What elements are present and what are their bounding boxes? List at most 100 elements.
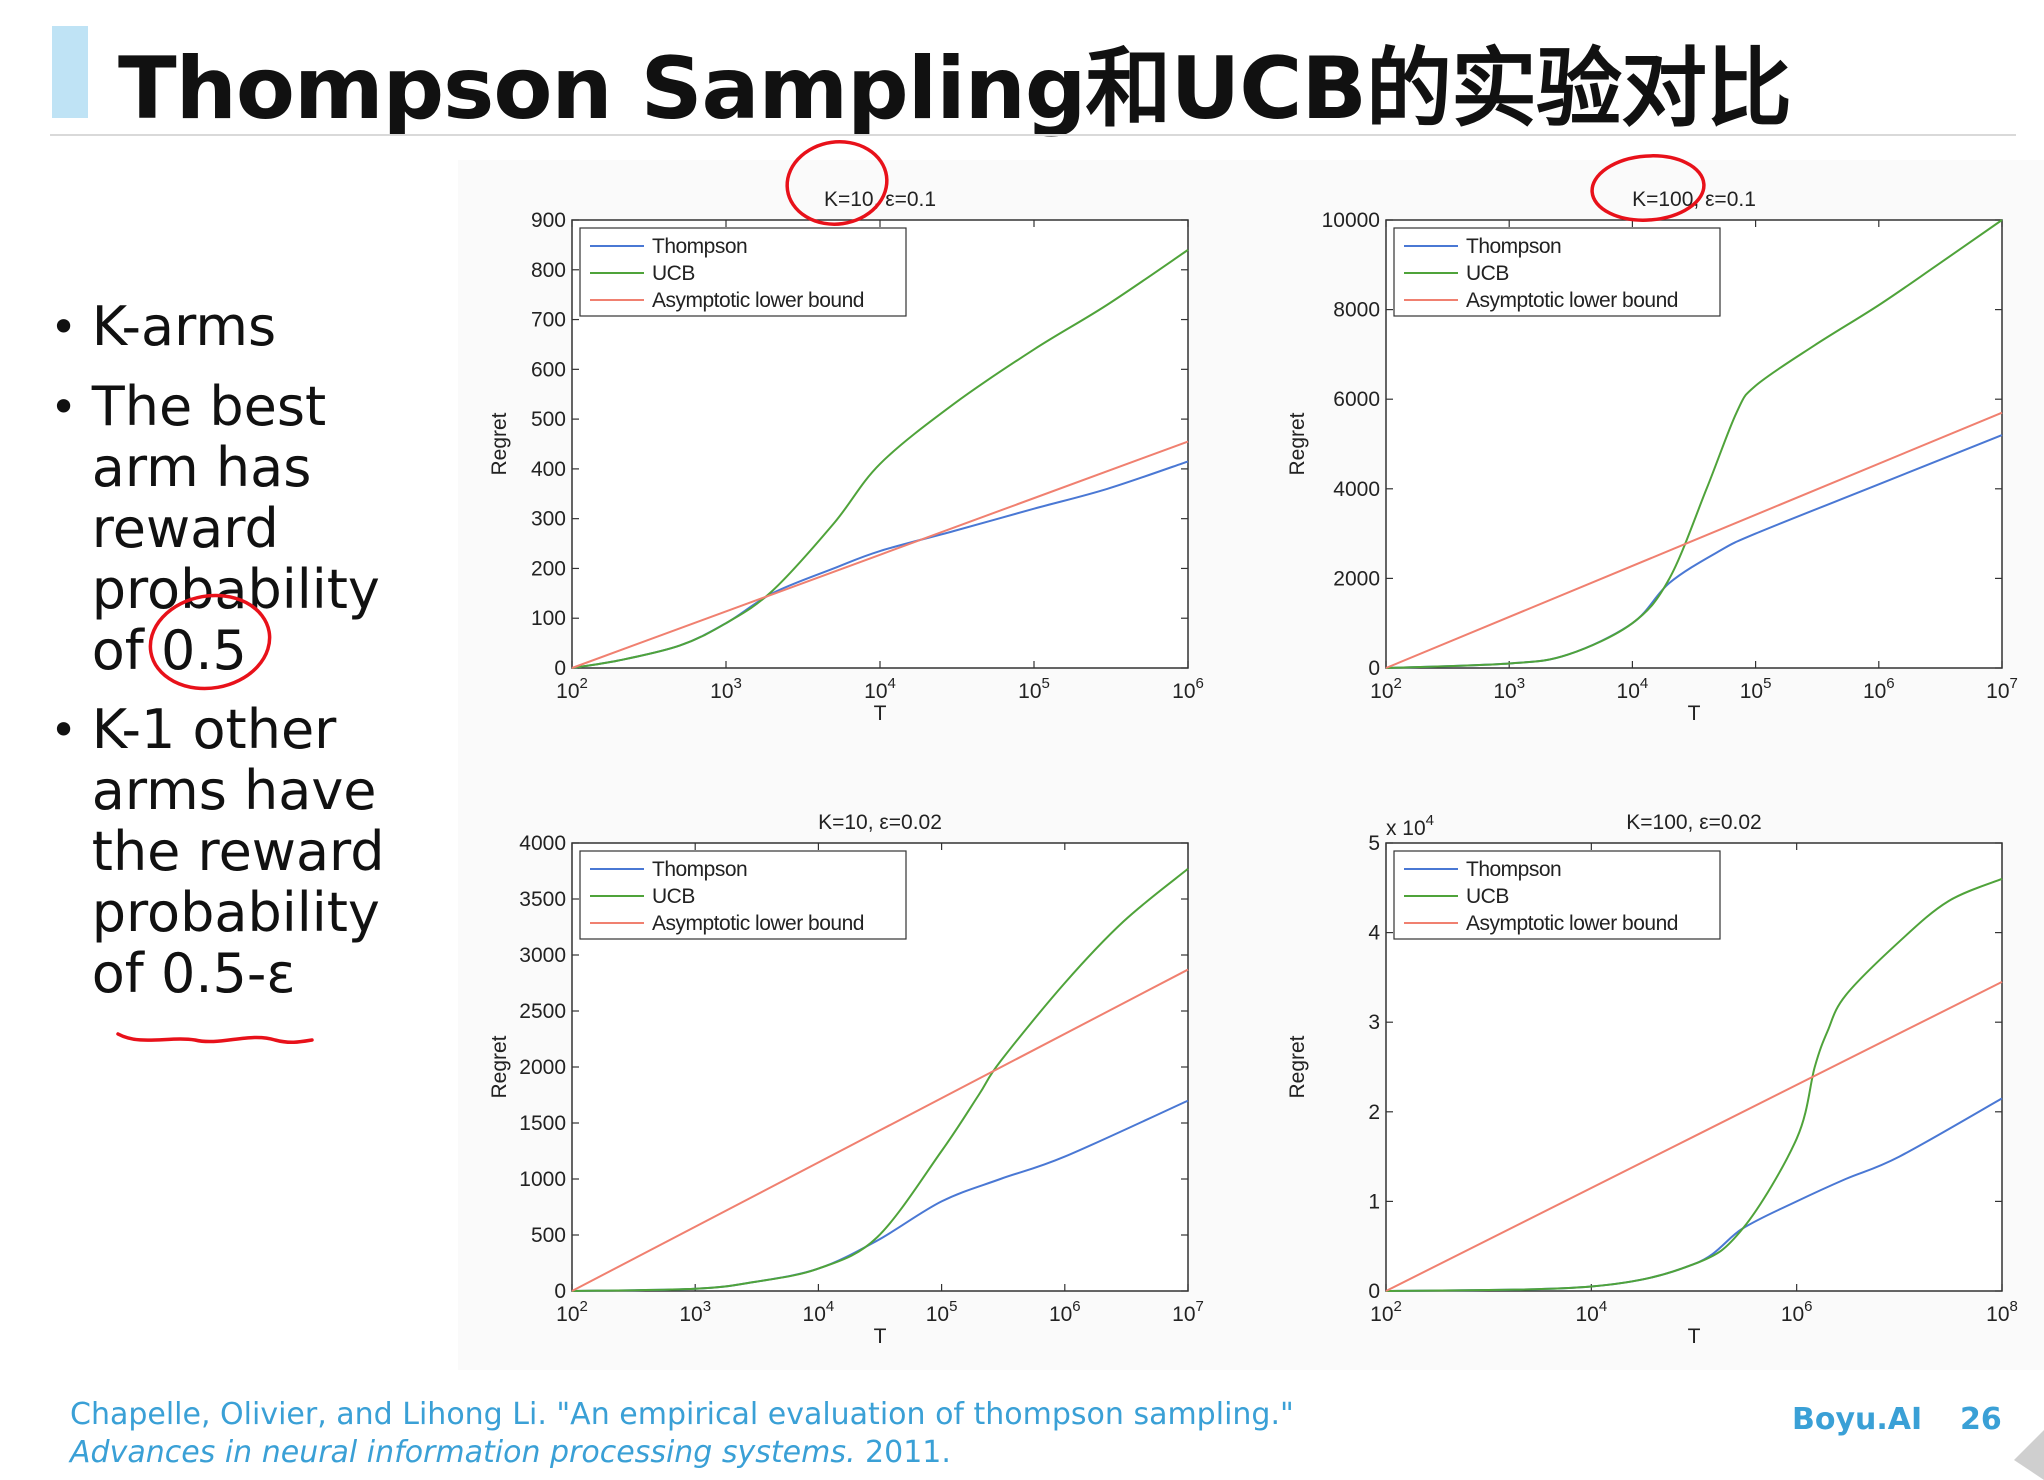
- x-tick-label: 102: [556, 675, 588, 703]
- y-tick-label: 2000: [519, 1056, 566, 1079]
- x-tick-label: 103: [1493, 675, 1525, 703]
- x-tick-label: 106: [1863, 675, 1895, 703]
- legend-label: Thompson: [652, 858, 747, 881]
- brand-logo: Boyu.AI: [1792, 1402, 1923, 1437]
- bullet-dot-icon: •: [50, 380, 78, 434]
- citation-venue: Advances in neural information processin…: [70, 1435, 856, 1470]
- y-tick-label: 10000: [1322, 209, 1380, 232]
- title-accent-bar: [52, 26, 88, 118]
- y-tick-label: 900: [531, 209, 566, 232]
- x-tick-label: 102: [1370, 1298, 1402, 1326]
- y-tick-label: 2000: [1333, 567, 1380, 590]
- x-tick-label: 106: [1172, 675, 1204, 703]
- x-tick-label: 103: [710, 675, 742, 703]
- y-tick-label: 500: [531, 1224, 566, 1247]
- legend-label: Asymptotic lower bound: [652, 289, 864, 312]
- annotation-circle-k100: [1590, 154, 1706, 222]
- y-tick-label: 0: [1368, 1280, 1380, 1303]
- y-tick-label: 3500: [519, 888, 566, 911]
- series-line-asymptotic-lower-bound: [571, 440, 1189, 669]
- x-tick-label: 105: [1740, 675, 1772, 703]
- x-tick-label: 106: [1781, 1298, 1813, 1326]
- legend-label: Asymptotic lower bound: [1466, 912, 1678, 935]
- x-tick-label: 102: [1370, 675, 1402, 703]
- y-tick-label: 600: [531, 358, 566, 381]
- y-tick-label: 4000: [519, 832, 566, 855]
- x-tick-label: 104: [1617, 675, 1649, 703]
- series-line-ucb: [1385, 877, 2003, 1292]
- annotation-circle-reward: [148, 593, 272, 691]
- y-tick-label: 1500: [519, 1112, 566, 1135]
- y-tick-label: 0: [554, 1280, 566, 1303]
- annotation-circle-k10: [785, 140, 889, 226]
- series-line-asymptotic-lower-bound: [571, 968, 1189, 1292]
- x-tick-label: 104: [864, 675, 896, 703]
- y-tick-label: 500: [531, 408, 566, 431]
- x-tick-label: 107: [1172, 1298, 1204, 1326]
- y-tick-label: 1: [1368, 1190, 1380, 1213]
- x-tick-label: 107: [1986, 675, 2018, 703]
- y-tick-label: 0: [554, 657, 566, 680]
- y-tick-label: 100: [531, 607, 566, 630]
- series-line-ucb: [1385, 219, 2003, 669]
- y-axis-label: Regret: [488, 1035, 511, 1098]
- y-tick-label: 300: [531, 508, 566, 531]
- series-line-asymptotic-lower-bound: [1385, 411, 2003, 669]
- legend-label: Asymptotic lower bound: [652, 912, 864, 935]
- annotation-underline: [116, 1032, 314, 1045]
- legend-label: UCB: [1466, 262, 1509, 285]
- x-tick-label: 105: [1018, 675, 1050, 703]
- slide-title: Thompson Sampling和UCB的实验对比: [118, 39, 1792, 139]
- y-tick-label: 200: [531, 557, 566, 580]
- y-tick-label: 4: [1368, 922, 1380, 945]
- x-axis-label: T: [1688, 1325, 1701, 1348]
- citation-year: 2011.: [865, 1435, 951, 1470]
- y-axis-label: Regret: [488, 412, 511, 475]
- legend-label: Thompson: [1466, 858, 1561, 881]
- legend-label: UCB: [652, 262, 695, 285]
- y-axis-label: Regret: [1286, 1035, 1309, 1098]
- bullet-text: The best arm has reward probability of 0…: [91, 375, 380, 682]
- y-tick-label: 3000: [519, 944, 566, 967]
- series-line-ucb: [571, 867, 1189, 1292]
- bullet-dot-icon: •: [50, 300, 78, 354]
- bullet-item: • K-1 other arms have the reward probabi…: [50, 699, 410, 1004]
- bullet-text: K-1 other arms have the reward probabili…: [91, 698, 385, 1005]
- x-axis-label: T: [1688, 702, 1701, 725]
- y-tick-label: 5: [1368, 832, 1380, 855]
- x-tick-label: 103: [679, 1298, 711, 1326]
- y-tick-label: 700: [531, 309, 566, 332]
- chart-title: K=10, ε=0.02: [818, 811, 942, 834]
- y-tick-label: 400: [531, 458, 566, 481]
- y-tick-label: 2: [1368, 1101, 1380, 1124]
- y-tick-label: 4000: [1333, 478, 1380, 501]
- bullet-list: • K-arms • The best arm has reward proba…: [50, 296, 410, 1022]
- legend-label: Thompson: [652, 235, 747, 258]
- citation: Chapelle, Olivier, and Lihong Li. "An em…: [70, 1396, 1294, 1472]
- x-tick-label: 104: [803, 1298, 835, 1326]
- x-axis-label: T: [874, 1325, 887, 1348]
- bullet-text: K-arms: [91, 295, 277, 358]
- legend-label: UCB: [1466, 885, 1509, 908]
- series-line-asymptotic-lower-bound: [1385, 980, 2003, 1292]
- x-tick-label: 104: [1575, 1298, 1607, 1326]
- series-line-ucb: [571, 249, 1189, 669]
- y-tick-label: 0: [1368, 657, 1380, 680]
- y-tick-label: 8000: [1333, 299, 1380, 322]
- bullet-item: • K-arms: [50, 296, 410, 358]
- legend-label: Asymptotic lower bound: [1466, 289, 1678, 312]
- x-axis-label: T: [874, 702, 887, 725]
- citation-text: Chapelle, Olivier, and Lihong Li. "An em…: [70, 1397, 1294, 1432]
- y-tick-label: 1000: [519, 1168, 566, 1191]
- y-tick-label: 3: [1368, 1011, 1380, 1034]
- x-tick-label: 105: [926, 1298, 958, 1326]
- x-tick-label: 102: [556, 1298, 588, 1326]
- x-tick-label: 106: [1049, 1298, 1081, 1326]
- y-tick-label: 6000: [1333, 388, 1380, 411]
- y-multiplier-label: x 104: [1386, 812, 1434, 840]
- chart-title: K=100, ε=0.1: [1632, 188, 1756, 211]
- y-tick-label: 800: [531, 259, 566, 282]
- page-number: 26: [1960, 1402, 2002, 1437]
- y-tick-label: 2500: [519, 1000, 566, 1023]
